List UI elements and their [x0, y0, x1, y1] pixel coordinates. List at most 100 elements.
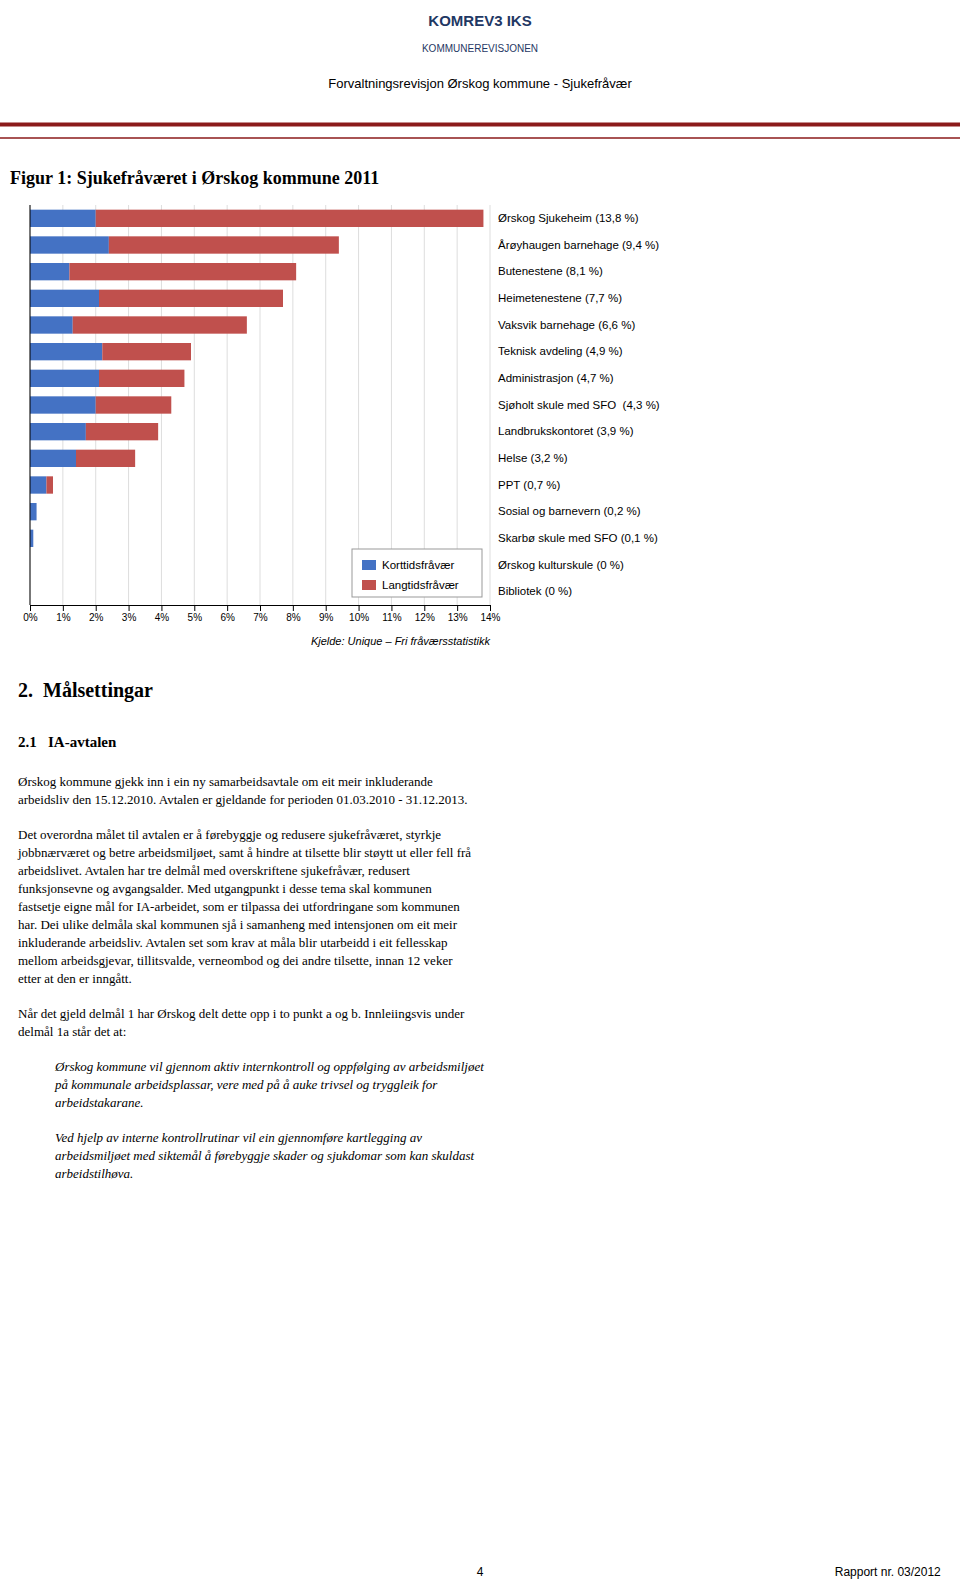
category-label: Ørskog kulturskule (0 %): [498, 559, 624, 571]
x-tick-label: 4%: [155, 612, 170, 623]
header-text: KOMMUNEREVISJONEN: [422, 43, 538, 54]
section-heading: 2.1 IA-avtalen: [18, 734, 117, 750]
bar: [30, 316, 73, 333]
bar: [99, 370, 184, 387]
footer-report: Rapport nr. 03/2012: [835, 1565, 941, 1579]
quote-line: på kommunale arbeidsplassar, vere med på…: [54, 1077, 438, 1092]
grid-line: [391, 205, 392, 605]
paragraph: Når det gjeld delmål 1 har Ørskog delt d…: [18, 1006, 465, 1039]
bar: [36, 503, 37, 520]
x-tick-mark: [359, 605, 360, 611]
source-note: Kjelde: Unique – Fri fråværsstatistikk: [311, 635, 491, 647]
x-tick: 14%: [480, 605, 500, 623]
legend-label: Korttidsfråvær: [382, 559, 454, 571]
legend-swatch: [362, 560, 376, 570]
grid-line: [325, 205, 326, 605]
x-tick: 2%: [89, 605, 104, 623]
x-tick: 1%: [56, 605, 71, 623]
x-tick-label: 2%: [89, 612, 104, 623]
bars: [30, 210, 483, 547]
y-axis-line: [30, 205, 31, 605]
bar: [30, 370, 99, 387]
category-label: Sosial og barnevern (0,2 %): [498, 505, 641, 517]
x-tick-mark: [391, 605, 392, 611]
bar: [30, 236, 109, 253]
x-tick: 7%: [253, 605, 268, 623]
category-tick: Sjøholt skule med SFO (4,3 %): [498, 399, 660, 411]
x-tick: 4%: [155, 605, 170, 623]
category-tick: Ørskog Sjukeheim (13,8 %): [498, 212, 639, 224]
x-tick-mark: [63, 605, 64, 611]
quote-line: arbeidstakarane.: [55, 1095, 143, 1110]
grid-line: [457, 205, 458, 605]
paragraph-line: jobbnærværet og betre arbeidsmiljøet, sa…: [17, 845, 471, 860]
bar: [86, 423, 158, 440]
category-tick: Heimetenestene (7,7 %): [498, 292, 622, 304]
category-label: Heimetenestene (7,7 %): [498, 292, 622, 304]
bar: [30, 423, 86, 440]
category-label: Landbrukskontoret (3,9 %): [498, 425, 634, 437]
category-tick: Helse (3,2 %): [498, 452, 568, 464]
bar: [30, 210, 96, 227]
paragraph-line: Ørskog kommune gjekk inn i ein ny samarb…: [18, 774, 433, 789]
category-tick: Sosial og barnevern (0,2 %): [498, 505, 641, 517]
paragraph-line: Det overordna målet til avtalen er å før…: [18, 827, 441, 842]
x-tick-mark: [424, 605, 425, 611]
x-tick-mark: [30, 605, 31, 611]
category-label: Vaksvik barnehage (6,6 %): [498, 319, 635, 331]
paragraph-line: funksjonsevne og avgangsalder. Med utgan…: [18, 881, 432, 896]
x-tick: 12%: [415, 605, 435, 623]
x-tick-label: 0%: [23, 612, 38, 623]
category-tick: Administrasjon (4,7 %): [498, 372, 614, 384]
quote-line: Ørskog kommune vil gjennom aktiv internk…: [54, 1059, 484, 1074]
section-heading-line: 2.1 IA-avtalen: [18, 734, 117, 750]
x-tick-mark: [260, 605, 261, 611]
bar-series: [30, 210, 109, 547]
paragraph: Ørskog kommune gjekk inn i ein ny samarb…: [18, 774, 468, 807]
paragraph-line: delmål 1a står det at:: [18, 1024, 126, 1039]
x-tick-label: 13%: [448, 612, 468, 623]
bar-series: [46, 210, 483, 494]
footer-page: 4: [477, 1565, 484, 1579]
x-tick-mark: [161, 605, 162, 611]
category-label: Sjøholt skule med SFO (4,3 %): [498, 399, 660, 411]
bar: [99, 290, 283, 307]
category-label: Teknisk avdeling (4,9 %): [498, 345, 623, 357]
x-tick-label: 11%: [382, 612, 401, 623]
paragraph-line: har. Dei ulike delmåla skal kommunen sjå…: [18, 917, 458, 932]
bar: [73, 316, 247, 333]
chart-title: Figur 1: Sjukefråværet i Ørskog kommune …: [10, 168, 379, 188]
category-tick: Butenestene (8,1 %): [498, 265, 603, 277]
x-tick: 8%: [286, 605, 301, 623]
x-tick-mark: [227, 605, 228, 611]
paragraph-line: inkluderande arbeidsliv. Avtalen set som…: [18, 935, 448, 950]
x-tick-label: 5%: [188, 612, 203, 623]
grid-line: [30, 205, 31, 605]
paragraph-line: arbeidslivet. Avtalen har tre delmål med…: [18, 863, 410, 878]
paragraph-line: arbeidsliv den 15.12.2010. Avtalen er gj…: [18, 792, 468, 807]
bar: [30, 290, 99, 307]
category-label: Årøyhaugen barnehage (9,4 %): [498, 239, 659, 251]
x-tick-label: 10%: [349, 612, 369, 623]
page: KOMREV3 IKS KOMMUNEREVISJONEN Forvaltnings…: [0, 0, 960, 1595]
header-text: KOMREV3 IKS: [428, 12, 531, 29]
x-tick-label: 7%: [253, 612, 268, 623]
legend: Korttidsfråvær Langtidsfråvær: [352, 549, 482, 597]
section-heading: 2. Målsettingar: [18, 679, 153, 702]
x-axis: 0%1%2%3%4%5%6%7%8%9%10%11%12%13%14%: [23, 605, 500, 623]
quote: Ved hjelp av interne kontrollrutinar vil…: [55, 1130, 474, 1181]
section-heading-line: 2. Målsettingar: [18, 679, 153, 702]
bar: [30, 476, 46, 493]
x-axis-line: [31, 606, 491, 612]
x-tick-label: 6%: [220, 612, 235, 623]
category-tick: Skarbø skule med SFO (0,1 %): [498, 532, 658, 544]
x-tick: 11%: [382, 605, 401, 623]
header-text: Forvaltningsrevisjon Ørskog kommune - Sj…: [328, 76, 632, 91]
bar: [30, 263, 69, 280]
bar: [30, 450, 76, 467]
legend-item: Langtidsfråvær: [362, 579, 459, 591]
x-tick: 9%: [319, 605, 334, 623]
x-tick-mark: [96, 605, 97, 611]
bar: [30, 503, 37, 520]
bar: [96, 210, 484, 227]
